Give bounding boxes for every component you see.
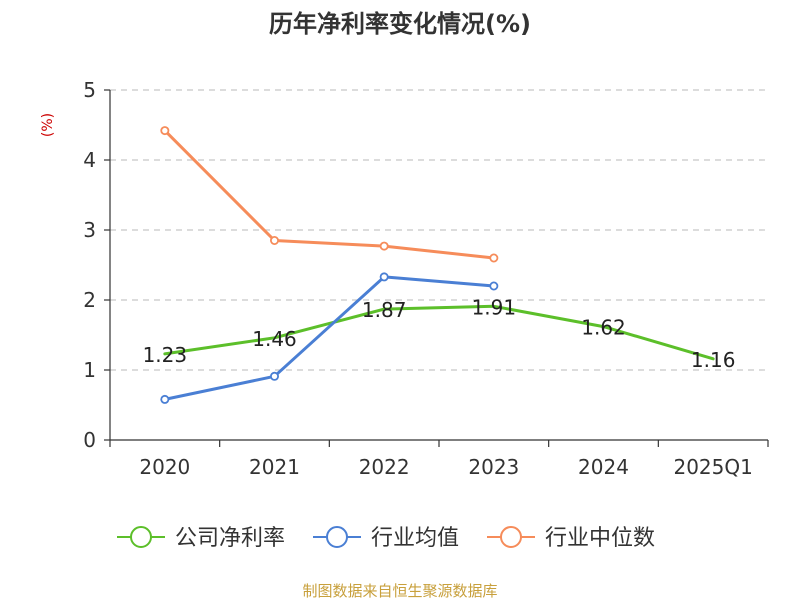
y-tick-label: 1 [83, 358, 96, 382]
series-layer: 1.23 1.46 1.87 1.91 1.62 1.16 [143, 126, 736, 404]
series-1-line [163, 304, 715, 361]
legend-label: 行业均值 [371, 526, 459, 551]
legend-item: 公司净利率 [117, 526, 285, 551]
series-2-point [379, 272, 389, 282]
axes [104, 89, 769, 447]
x-tick-label: 2022 [359, 455, 410, 479]
grid-lines [110, 89, 768, 371]
y-tick-label: 4 [83, 148, 96, 172]
series-2-point [489, 281, 499, 291]
x-tick-label: 2020 [139, 455, 190, 479]
series-3-point [160, 126, 170, 136]
chart-title: 历年净利率变化情况(%) [269, 10, 531, 38]
y-tick-label: 2 [83, 288, 96, 312]
y-tick-label: 3 [83, 218, 96, 242]
legend-item: 行业均值 [313, 526, 459, 551]
y-tick-label: 0 [83, 428, 96, 452]
y-tick-labels: 0 1 2 3 4 5 [83, 78, 96, 452]
source-note: 制图数据来自恒生聚源数据库 [302, 582, 497, 600]
series-3-line [163, 129, 496, 260]
series-3-point [379, 241, 389, 251]
y-unit-label: (%) [40, 113, 56, 137]
legend-circle-icon [500, 526, 522, 548]
y-tick-label: 5 [83, 78, 96, 102]
x-tick-label: 2025Q1 [673, 455, 752, 479]
x-tick-label: 2023 [468, 455, 519, 479]
series-2-line [163, 275, 496, 401]
legend: 公司净利率 行业均值 行业中位数 [117, 526, 655, 551]
series-1-data-label: 1.91 [472, 295, 517, 319]
series-3-point [489, 253, 499, 263]
x-tick-label: 2024 [578, 455, 629, 479]
series-3-point [269, 235, 279, 245]
legend-label: 行业中位数 [545, 526, 655, 551]
series-1-data-label: 1.46 [252, 327, 297, 351]
series-1-data-label: 1.16 [691, 348, 736, 372]
x-tick-labels: 2020 2021 2022 2023 2024 2025Q1 [139, 455, 752, 479]
legend-label: 公司净利率 [175, 526, 285, 551]
series-1-data-label: 1.62 [581, 316, 626, 340]
series-1-data-label: 1.87 [362, 298, 407, 322]
legend-circle-icon [326, 526, 348, 548]
x-tick-label: 2021 [249, 455, 300, 479]
series-1-data-label: 1.23 [143, 343, 188, 367]
legend-item: 行业中位数 [487, 526, 655, 551]
legend-circle-icon [130, 526, 152, 548]
series-2-point [269, 371, 279, 381]
series-2-point [160, 394, 170, 404]
